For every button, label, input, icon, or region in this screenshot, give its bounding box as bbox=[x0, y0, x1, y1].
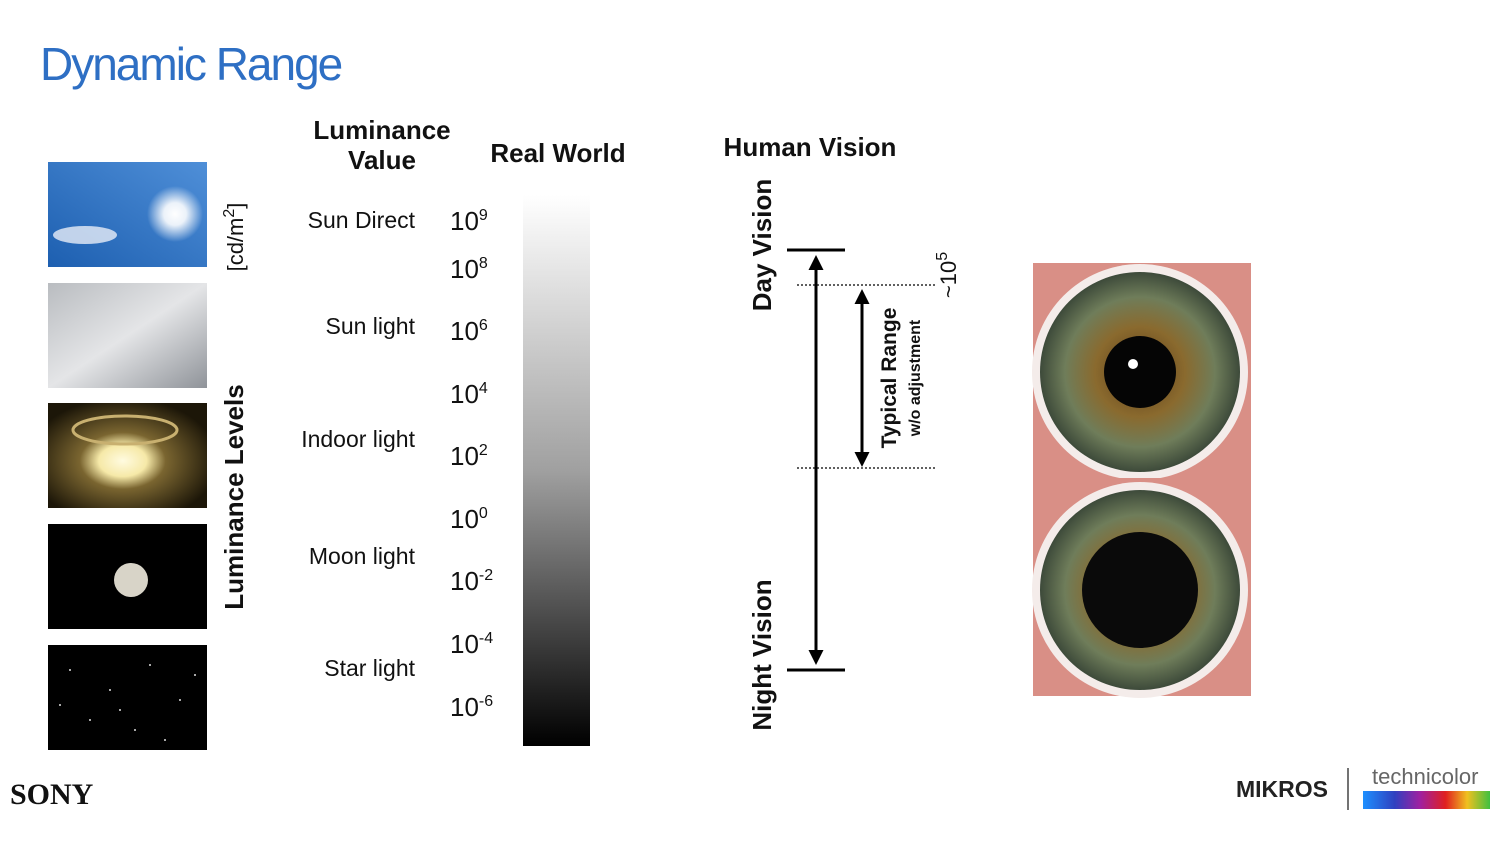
exponent-power: 8 bbox=[479, 255, 488, 272]
exponent-base: 10 bbox=[450, 316, 479, 346]
exponent-power: -2 bbox=[479, 567, 493, 584]
exponent-base: 10 bbox=[450, 441, 479, 471]
span-exp: 5 bbox=[934, 252, 951, 261]
exponent-label: 108 bbox=[450, 254, 488, 284]
photos bbox=[48, 162, 207, 750]
span-label: ~105 bbox=[934, 252, 961, 298]
level-label: Sun Direct bbox=[308, 207, 416, 233]
exponent-base: 10 bbox=[450, 566, 479, 596]
luminance-ramp bbox=[523, 195, 590, 746]
column-header: Real World bbox=[490, 138, 625, 168]
exponent-power: 6 bbox=[479, 317, 488, 334]
lamp-ring bbox=[71, 414, 179, 446]
cloud bbox=[53, 226, 117, 244]
exponent-label: 10-6 bbox=[450, 692, 493, 722]
reflection bbox=[1128, 359, 1138, 369]
exponent-base: 10 bbox=[450, 379, 479, 409]
exponent-label: 10-4 bbox=[450, 629, 493, 659]
technicolor-logo: technicolor bbox=[1372, 764, 1478, 789]
technicolor-strip bbox=[1363, 791, 1490, 809]
typical-note: w/o adjustment bbox=[907, 319, 924, 437]
cloud-photo bbox=[48, 283, 207, 388]
exponent-base: 10 bbox=[450, 254, 479, 284]
stars bbox=[59, 664, 196, 741]
sun bbox=[147, 186, 203, 242]
mikros-logo: MIKROS bbox=[1236, 776, 1328, 802]
level-label: Star light bbox=[324, 655, 415, 681]
exponent-power: 2 bbox=[479, 442, 488, 459]
stars-photo bbox=[48, 645, 207, 750]
span-base: ~10 bbox=[936, 261, 961, 298]
pupil bbox=[1082, 532, 1198, 648]
exponent-power: 0 bbox=[479, 505, 488, 522]
pupil bbox=[1104, 336, 1176, 408]
exponent-base: 10 bbox=[450, 504, 479, 534]
exponent-base: 10 bbox=[450, 206, 479, 236]
level-label: Sun light bbox=[325, 313, 415, 339]
exponent-label: 106 bbox=[450, 316, 488, 346]
exponent-label: 10-2 bbox=[450, 566, 493, 596]
day-vision: Day Vision bbox=[747, 179, 777, 311]
level-label: Indoor light bbox=[301, 426, 415, 452]
level-label: Moon light bbox=[309, 543, 416, 569]
exponent-power: -6 bbox=[479, 693, 493, 710]
levels: Sun Direct Sun light Indoor light Moon ligh… bbox=[301, 207, 415, 681]
column-header: Human Vision bbox=[724, 132, 897, 162]
title: Dynamic Range bbox=[40, 38, 342, 90]
exponent-label: 109 bbox=[450, 206, 488, 236]
exponent-base: 10 bbox=[450, 629, 479, 659]
exponent-label: 100 bbox=[450, 504, 488, 534]
eye-photos bbox=[1032, 263, 1251, 698]
moon bbox=[114, 563, 148, 597]
exponent-power: 9 bbox=[479, 207, 488, 224]
axis-label: Luminance Levels bbox=[219, 384, 249, 609]
exponent-label: 102 bbox=[450, 441, 488, 471]
exponent-power: -4 bbox=[479, 630, 493, 647]
bulb-photo bbox=[48, 403, 207, 508]
typical-range: Typical Range bbox=[878, 308, 901, 449]
unit: [cd/m2] bbox=[221, 203, 248, 272]
exponent-label: 104 bbox=[450, 379, 488, 409]
exponent-power: 4 bbox=[479, 380, 488, 397]
unit-sup: 2 bbox=[221, 209, 238, 218]
sony-logo: SONY bbox=[10, 778, 94, 811]
column-header: Luminance bbox=[313, 115, 450, 145]
unit-close: ] bbox=[223, 203, 248, 209]
unit-text: [cd/m bbox=[223, 218, 248, 272]
exponent-base: 10 bbox=[450, 692, 479, 722]
night-vision: Night Vision bbox=[747, 579, 777, 730]
column-header: Value bbox=[348, 145, 416, 175]
